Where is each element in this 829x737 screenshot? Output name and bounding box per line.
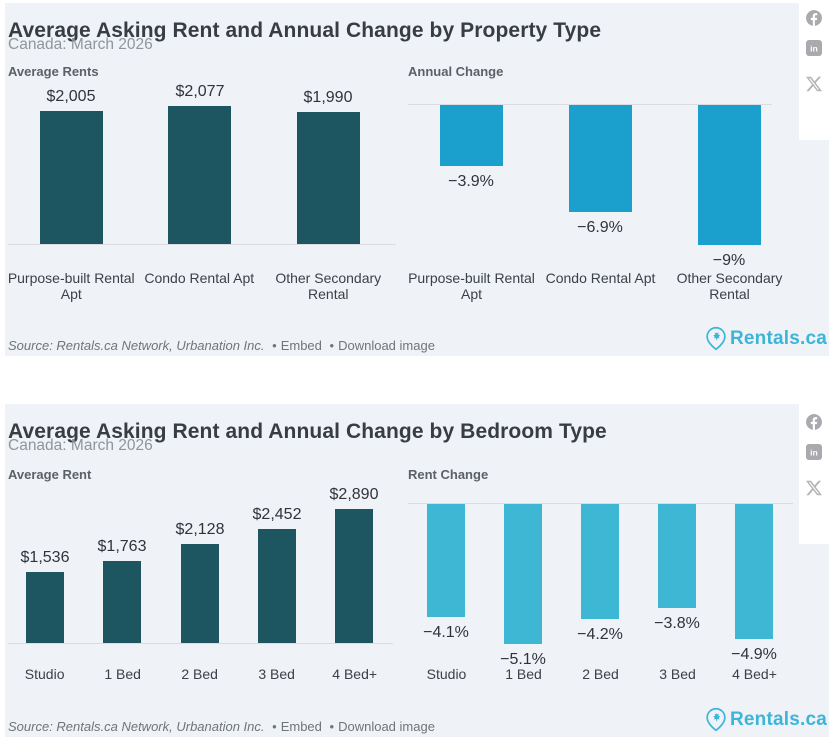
average-rents-chart: $2,005 Purpose-built Rental Apt $2,077 Cond… [8,80,400,315]
bar-value-label: $1,536 [20,549,70,566]
bar-4-bed- [735,504,773,639]
facebook-icon[interactable] [806,414,822,430]
separator-dot: • [272,719,277,734]
bar-value-label: −3.8% [654,615,700,632]
svg-text:in: in [810,448,818,458]
separator-dot: • [329,338,335,353]
download-image-link[interactable]: Download image [338,719,435,734]
bar-value-label: $2,452 [252,506,302,523]
category-label: Studio [24,666,65,682]
social-share-rail: in [799,0,829,140]
bar-1-bed [504,504,542,644]
chart-title-rent-change: Rent Change [408,467,489,482]
source-line: Source: Rentals.ca Network, Urbanation I… [8,338,435,353]
svg-text:in: in [810,44,818,54]
bar-4-bed- [335,509,373,643]
social-share-rail: in [799,404,829,544]
axis-line [8,244,396,245]
bar-1-bed [103,561,141,643]
rentals-ca-logo[interactable]: Rentals.ca [706,707,827,732]
bar-condo-rental-apt [168,106,231,244]
bar-value-label: −4.9% [731,646,777,663]
source-line: Source: Rentals.ca Network, Urbanation I… [8,719,435,734]
bar-value-label: −5.1% [500,651,546,668]
subtitle: Canada: March 2026 [8,437,153,454]
source-text: Source: Rentals.ca Network, Urbanation I… [8,338,265,353]
category-label: 3 Bed [659,666,696,682]
chart-title-annual-change: Annual Change [408,64,504,79]
bar-purpose-built-rental-apt [440,105,503,166]
category-label: Purpose-built Rental Apt [408,270,535,303]
bar-value-label: $1,990 [303,89,353,106]
bar-value-label: −9% [712,252,746,269]
bar-value-label: $2,128 [175,521,225,538]
bar-value-label: −4.2% [577,626,623,643]
logo-wordmark: Rentals.ca [729,708,827,730]
axis-line [408,104,772,105]
bar-value-label: $1,763 [97,538,147,555]
x-icon[interactable] [806,76,822,92]
rent-change-chart: −4.1% Studio −5.1% 1 Bed −4.2% 2 Bed −3.8% 3 Be… [408,470,800,715]
embed-link[interactable]: Embed [280,719,322,734]
category-label: 2 Bed [181,666,218,682]
bedroom-type-card: Average Asking Rent and Annual Change by… [5,404,829,737]
bar-value-label: $2,077 [175,83,225,100]
category-label: 1 Bed [505,666,542,682]
axis-line [408,503,793,504]
subtitle: Canada: March 2026 [8,36,153,53]
source-text: Source: Rentals.ca Network, Urbanation I… [8,719,265,734]
category-label: Studio [426,666,467,682]
chart-title-average-rents: Average Rents [8,64,99,79]
map-pin-maple-leaf-icon [706,326,726,351]
page-title: Average Asking Rent and Annual Change by… [8,420,607,444]
average-rent-chart: $1,536 Studio $1,763 1 Bed $2,128 2 Bed $2,452… [8,470,400,715]
bar-value-label: −4.1% [423,624,469,641]
category-label: 4 Bed+ [332,666,378,682]
bar-2-bed [181,544,219,643]
category-label: Other Secondary Rental [676,270,783,303]
logo-wordmark: Rentals.ca [729,327,827,349]
separator-dot: • [272,338,277,353]
facebook-icon[interactable] [806,10,822,26]
bar-value-label: $2,005 [46,88,96,105]
page-title: Average Asking Rent and Annual Change by… [8,19,602,43]
bar-value-label: −6.9% [577,219,623,236]
category-label: 2 Bed [582,666,619,682]
bar-value-label: −3.9% [448,173,494,190]
category-label: 3 Bed [258,666,295,682]
category-label: Purpose-built Rental Apt [7,270,135,303]
bar-2-bed [581,504,619,619]
bar-3-bed [258,529,296,643]
bar-other-secondary-rental [297,112,360,244]
linkedin-icon[interactable]: in [806,444,822,460]
map-pin-maple-leaf-icon [706,707,726,732]
bar-studio [26,572,64,643]
x-icon[interactable] [806,480,822,496]
embed-link[interactable]: Embed [280,338,322,353]
bar-value-label: $2,890 [329,486,379,503]
category-label: Condo Rental Apt [144,270,255,286]
bar-purpose-built-rental-apt [40,111,103,244]
category-label: Other Secondary Rental [275,270,382,303]
chart-title-average-rent: Average Rent [8,467,92,482]
axis-line [8,643,393,644]
category-label: 1 Bed [104,666,141,682]
annual-change-chart: −3.9% Purpose-built Rental Apt −6.9% Condo … [408,80,800,315]
category-label: Condo Rental Apt [545,270,656,286]
download-image-link[interactable]: Download image [338,338,435,353]
rentals-ca-logo[interactable]: Rentals.ca [706,326,827,351]
bar-other-secondary-rental [698,105,761,245]
bar-condo-rental-apt [569,105,632,212]
linkedin-icon[interactable]: in [806,40,822,56]
property-type-card: Average Asking Rent and Annual Change by… [5,3,829,356]
category-label: 4 Bed+ [732,666,777,682]
bar-studio [427,504,465,617]
bar-3-bed [658,504,696,608]
separator-dot: • [329,719,335,734]
